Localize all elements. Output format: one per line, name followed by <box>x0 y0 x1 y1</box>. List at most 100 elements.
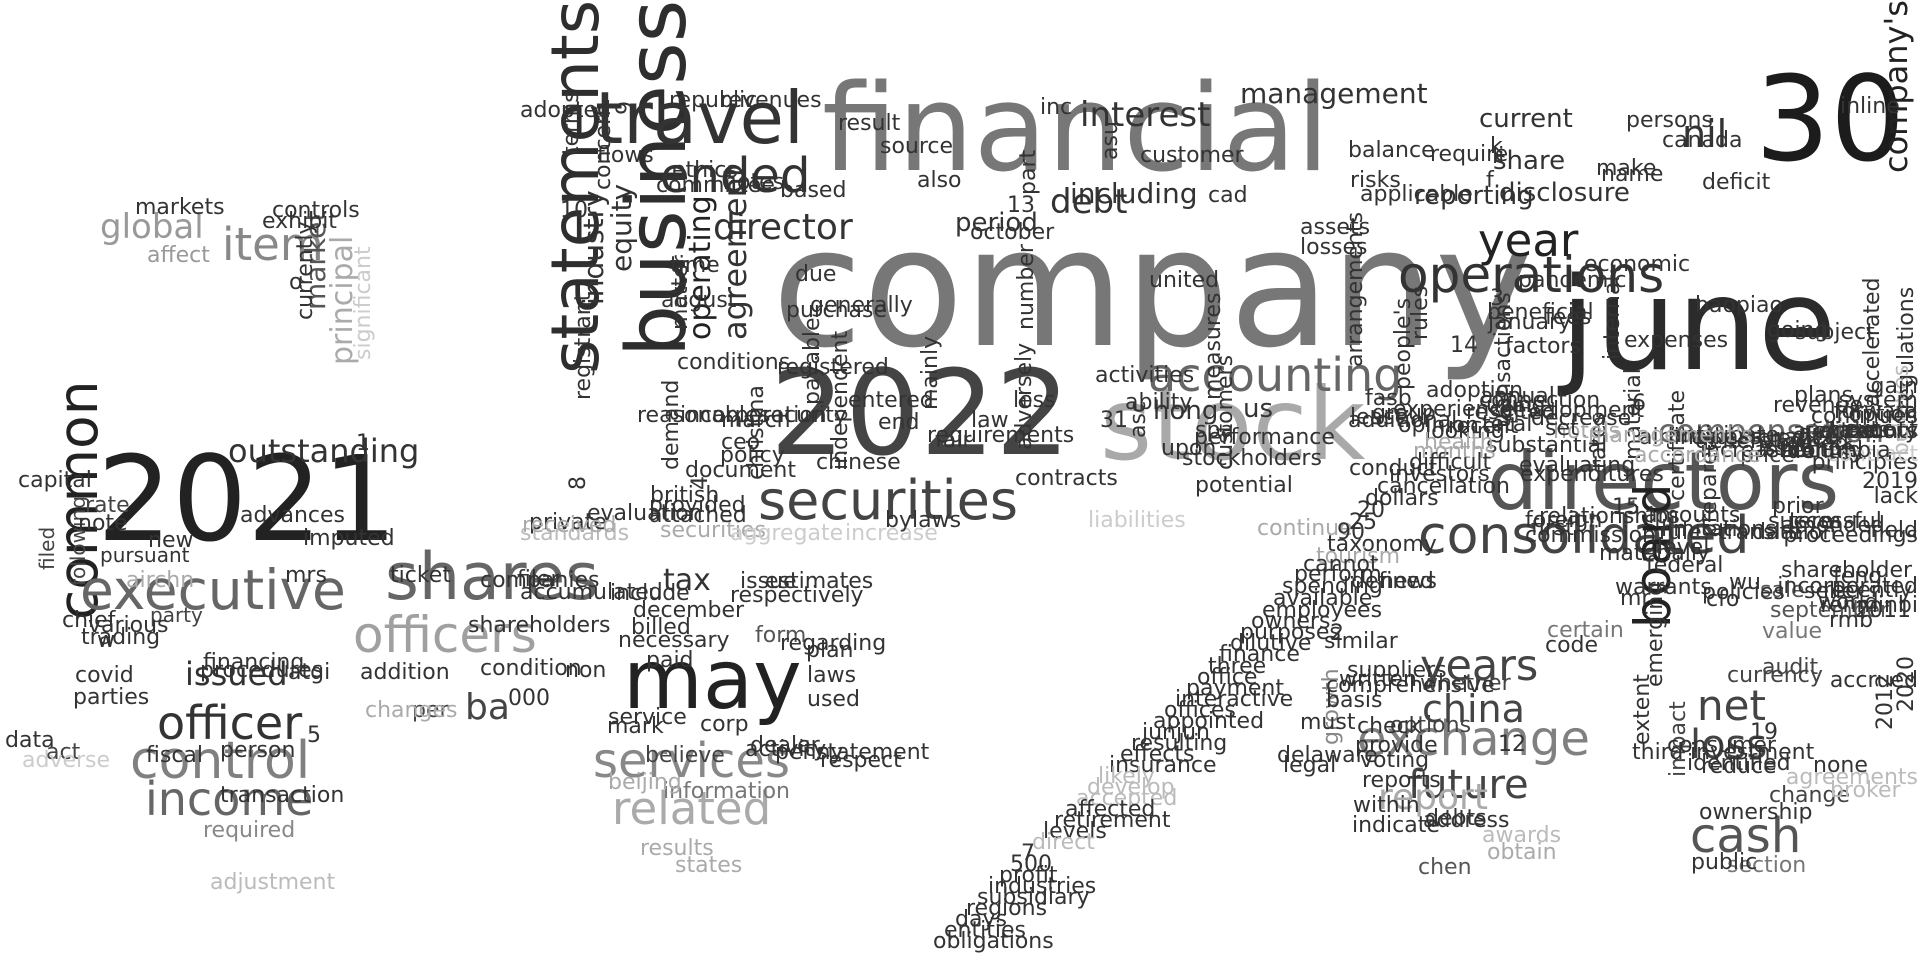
cloud-word: necessary <box>618 628 730 653</box>
cloud-word: affected <box>1065 797 1156 822</box>
cloud-word: attached <box>649 503 747 528</box>
cloud-word: transaction <box>220 783 345 808</box>
cloud-word: world <box>1818 590 1879 615</box>
cloud-word: accrued <box>1829 668 1918 693</box>
cloud-word: adoption <box>1426 378 1524 403</box>
cloud-word: accounts <box>1818 419 1918 444</box>
cloud-word: issuance <box>1758 436 1855 461</box>
cloud-word: committee <box>656 173 775 198</box>
cloud-word: management <box>1240 77 1428 110</box>
cloud-word: 14 <box>1450 333 1478 358</box>
cloud-word: stockholders <box>1182 446 1322 471</box>
cloud-word: companies <box>480 568 600 593</box>
cloud-word: compensation <box>1658 412 1885 450</box>
cloud-word: security <box>759 403 847 428</box>
cloud-word: credit <box>1757 426 1820 451</box>
cloud-word: limitations <box>1661 517 1777 542</box>
cloud-word: 31 <box>1100 408 1128 433</box>
cloud-word: profit <box>999 863 1058 888</box>
cloud-word: end <box>878 410 920 435</box>
cloud-word: asc <box>1126 400 1151 438</box>
cloud-word: spa <box>1195 418 1234 443</box>
cloud-word: british <box>650 483 720 508</box>
cloud-word: owners <box>1251 609 1331 634</box>
cloud-word: months <box>1413 439 1496 464</box>
cloud-word: plan <box>806 638 854 663</box>
cloud-word: taxes <box>1830 418 1890 443</box>
cloud-word: hotels <box>1553 419 1621 444</box>
cloud-word: difficult <box>1409 450 1492 475</box>
cloud-word: document <box>685 458 796 483</box>
cloud-word: data <box>5 728 55 753</box>
cloud-word: financial <box>822 60 1330 199</box>
cloud-word: nil <box>1682 112 1728 156</box>
cloud-word: debts <box>1425 806 1487 831</box>
cloud-word: tourism <box>1316 544 1401 569</box>
cloud-word: tax <box>663 563 711 598</box>
cloud-word: demand <box>659 379 684 470</box>
cloud-word: officer <box>157 696 303 750</box>
cloud-word: operations <box>1398 246 1665 304</box>
cloud-word: provided <box>649 493 746 518</box>
cloud-word: global <box>100 207 204 247</box>
cloud-word: factors <box>1505 334 1581 359</box>
cloud-word: owned <box>1776 431 1849 456</box>
cloud-word: baopiao <box>1695 293 1783 318</box>
cloud-word: defined <box>1351 569 1434 594</box>
cloud-word: people's <box>1391 297 1416 390</box>
cloud-word: industries <box>988 874 1097 899</box>
cloud-word: service <box>608 705 687 730</box>
cloud-word: 2019 <box>1862 469 1918 494</box>
cloud-word: feng <box>1833 564 1883 589</box>
cloud-word: level <box>1657 535 1710 560</box>
cloud-word: private <box>529 510 607 535</box>
cloud-word: changes <box>365 698 458 723</box>
cloud-word: fasb <box>1365 386 1412 411</box>
cloud-word: shareholders <box>468 613 611 638</box>
cloud-word: sale <box>1760 578 1805 603</box>
cloud-word: ethics <box>672 158 738 183</box>
cloud-word: aggregate <box>730 521 844 546</box>
cloud-word: evaluating <box>1519 453 1636 478</box>
cloud-word: january <box>1488 310 1572 335</box>
cloud-word: control <box>130 731 311 791</box>
cloud-word: principles <box>1811 450 1918 475</box>
cloud-word: amended <box>1781 513 1885 538</box>
cloud-word: assets <box>1300 215 1371 240</box>
cloud-word: directors <box>1487 435 1840 528</box>
cloud-word: 30 <box>1755 50 1906 188</box>
cloud-word: financing <box>203 650 305 675</box>
cloud-word: health <box>1424 430 1494 455</box>
cloud-word: warrants <box>1615 575 1712 600</box>
cloud-word: revenue <box>1773 393 1864 418</box>
cloud-word: investment <box>1690 740 1815 765</box>
cloud-word: whether <box>1420 671 1511 696</box>
cloud-word: reduce <box>1701 754 1777 779</box>
cloud-word: rule <box>1659 520 1702 545</box>
cloud-word: office <box>1197 665 1258 690</box>
cloud-word: 6 <box>1632 391 1646 416</box>
cloud-word: standards <box>520 521 630 546</box>
cloud-word: interactive <box>1175 687 1294 712</box>
cloud-word: set <box>1545 416 1579 441</box>
cloud-word: securities <box>758 469 1019 532</box>
cloud-word: accumulated <box>520 580 663 605</box>
cloud-word: atbi <box>1692 425 1735 450</box>
cloud-word: change <box>1769 783 1850 808</box>
cloud-word: development <box>1499 398 1645 423</box>
cloud-word: policy <box>720 443 785 468</box>
cloud-word: used <box>807 687 860 712</box>
cloud-word: prior <box>1772 494 1824 519</box>
cloud-word: options <box>1390 713 1472 738</box>
cloud-word: name <box>1601 162 1664 187</box>
cloud-word: september <box>1770 598 1890 623</box>
cloud-word: date <box>1752 520 1802 545</box>
cloud-word: include <box>610 581 690 606</box>
cloud-word: applicable <box>1360 182 1473 207</box>
cloud-word: air <box>1798 421 1827 446</box>
cloud-word: regarding <box>780 631 887 656</box>
cloud-word: liabilities <box>1088 508 1186 533</box>
cloud-word: levels <box>1043 819 1107 844</box>
cloud-word: renminbi <box>1820 593 1918 618</box>
cloud-word: 90 <box>1337 520 1365 545</box>
